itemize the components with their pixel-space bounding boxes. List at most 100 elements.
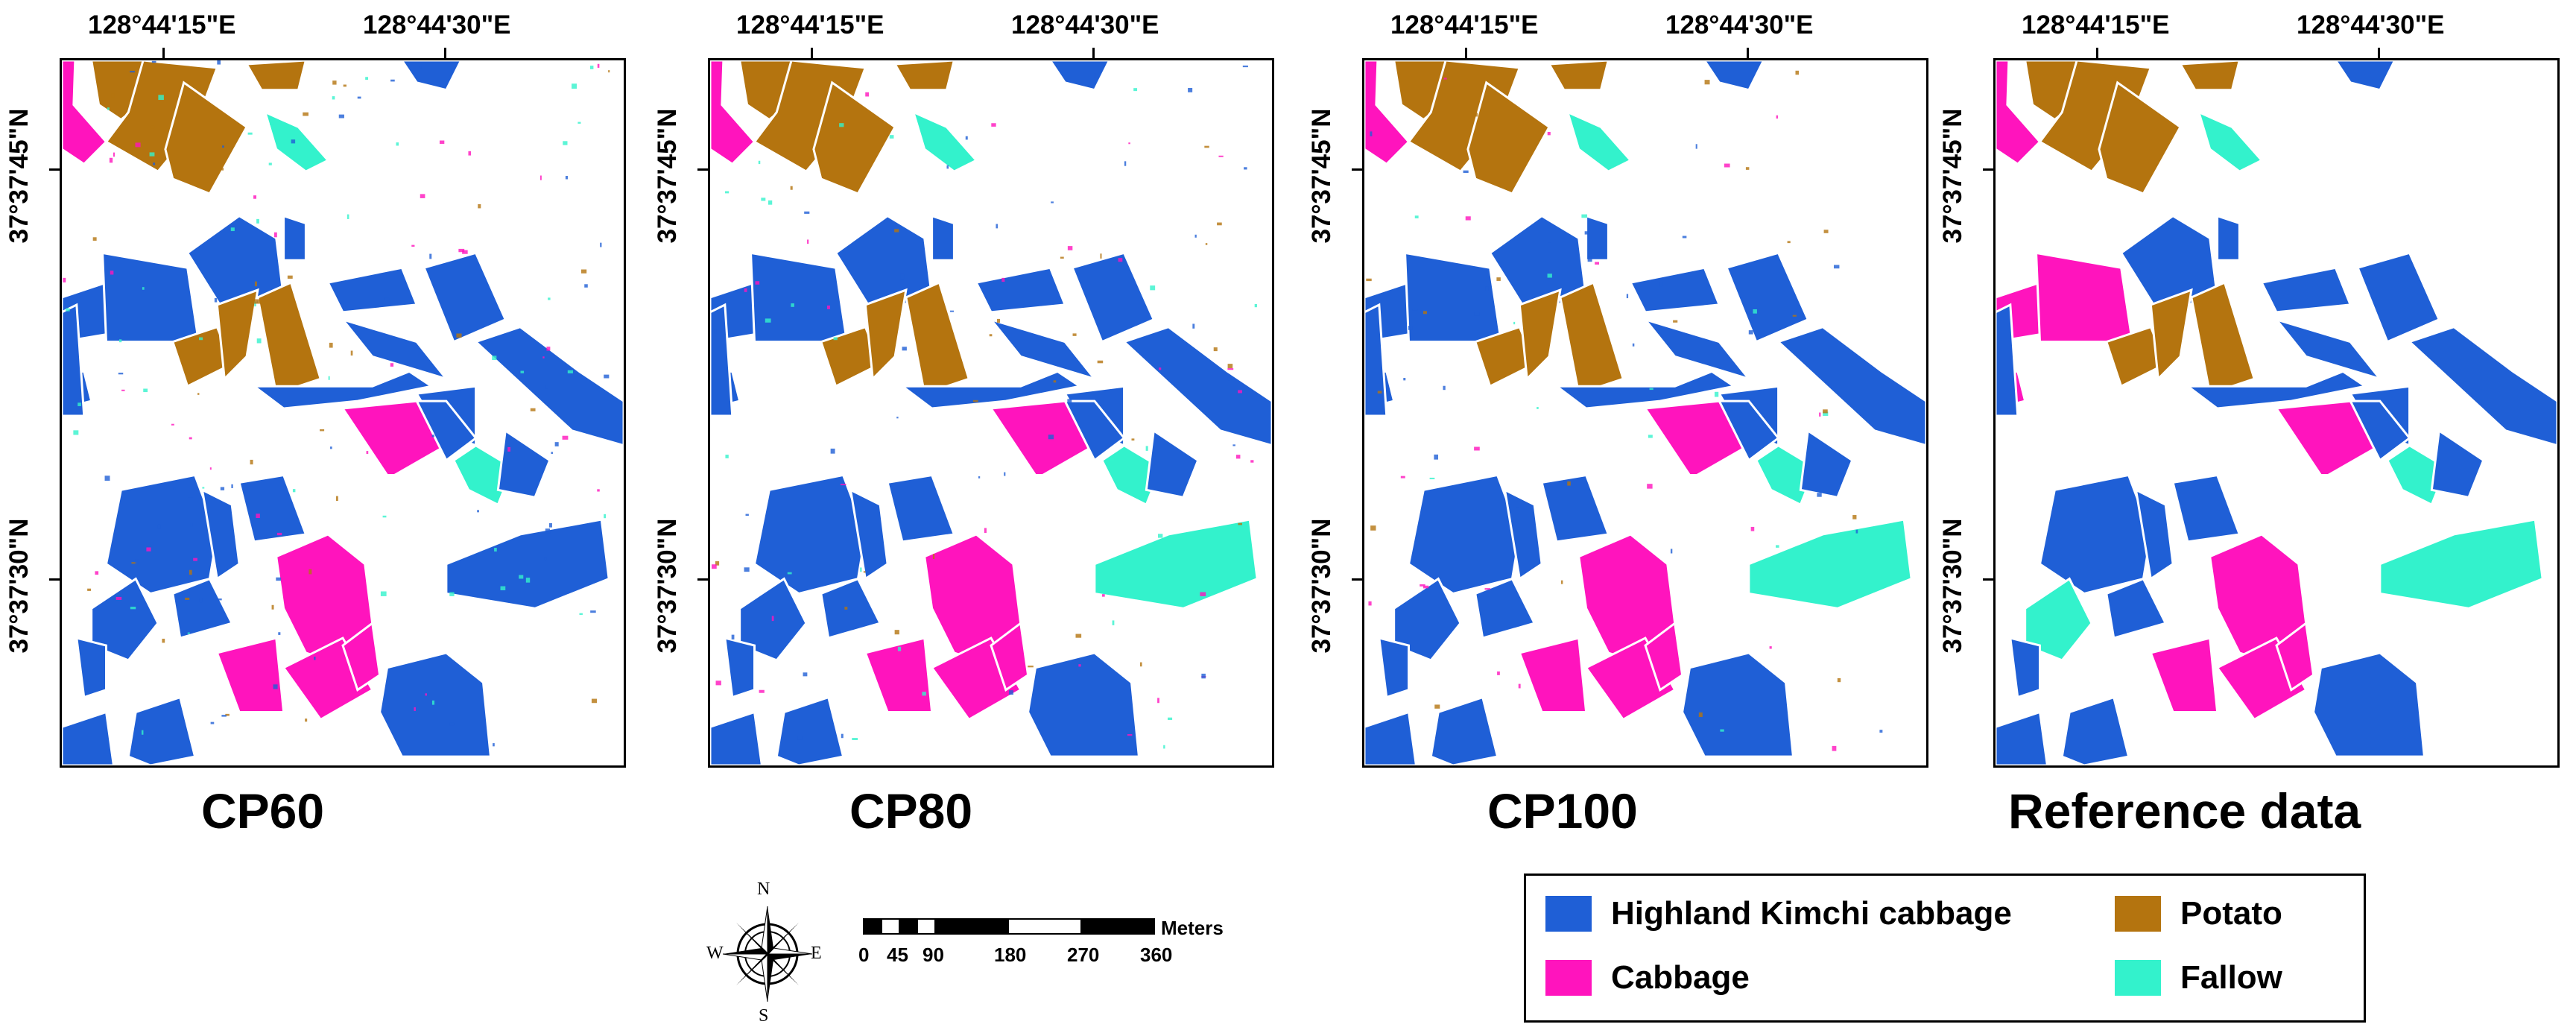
classification-speckle [597, 489, 600, 492]
classification-speckle [758, 160, 761, 165]
panel-title-cp100: CP100 [1487, 783, 1638, 838]
classification-speckle [1168, 717, 1173, 720]
field-parcel [974, 266, 1067, 314]
field-parcel [2149, 288, 2193, 382]
lon-tick [1465, 48, 1467, 58]
classification-speckle [396, 142, 399, 146]
scale-seg [917, 918, 936, 935]
classification-speckle [551, 452, 553, 455]
classification-speckle [276, 577, 281, 581]
classification-speckle [1496, 277, 1501, 281]
field-parcel [400, 60, 463, 92]
classification-speckle [1823, 411, 1829, 416]
classification-speckle [1067, 399, 1072, 402]
lat-label-1: 37°37'45"N [1938, 108, 1967, 244]
classification-speckle [328, 376, 330, 380]
classification-speckle [548, 522, 552, 528]
classification-speckle [1823, 409, 1828, 414]
classification-speckle [187, 632, 190, 634]
classification-speckle [902, 347, 907, 351]
classification-speckle [185, 597, 190, 600]
classification-speckle [338, 114, 344, 119]
classification-speckle [411, 244, 415, 247]
classification-speckle [1837, 677, 1841, 683]
field-parcel [2273, 317, 2384, 382]
field-parcel [820, 577, 882, 639]
classification-speckle [107, 107, 110, 110]
classification-speckle [1484, 588, 1491, 590]
compass-rose-icon: N S W E [700, 879, 827, 1029]
field-parcel [2216, 214, 2241, 262]
lon-tick [811, 48, 813, 58]
classification-speckle [833, 337, 838, 341]
classification-speckle [984, 528, 987, 533]
classification-speckle [840, 484, 846, 486]
classification-speckle [343, 84, 346, 87]
field-parcel [244, 60, 307, 92]
classification-speckle [577, 121, 581, 124]
classification-speckle [1465, 216, 1471, 221]
legend-item-potato: Potato [2115, 895, 2282, 932]
lat-label-2: 37°37'30"N [4, 518, 34, 654]
classification-speckle [761, 198, 766, 201]
classification-speckle [563, 141, 568, 145]
classification-speckle [493, 743, 495, 747]
classification-speckle [790, 186, 793, 190]
lon-label-1: 128°44'15"E [88, 10, 236, 40]
classification-speckle [431, 700, 435, 705]
lat-label-1: 37°37'45"N [653, 108, 682, 244]
classification-speckle [190, 522, 193, 527]
field-parcel [282, 214, 307, 262]
field-parcel [496, 429, 551, 499]
classification-speckle [897, 646, 902, 651]
classification-speckle [765, 318, 771, 323]
classification-speckle [1537, 407, 1539, 409]
panel-title-cp60: CP60 [201, 783, 325, 838]
classification-speckle [889, 135, 894, 139]
classification-speckle [1201, 673, 1206, 679]
classification-speckle [193, 557, 197, 561]
classification-speckle [1238, 522, 1243, 525]
classification-speckle [332, 96, 335, 100]
field-parcel [341, 399, 449, 476]
classification-speckle [545, 528, 551, 534]
classification-speckle [1704, 80, 1710, 85]
classification-speckle [217, 60, 221, 65]
classification-speckle [1714, 391, 1719, 397]
classification-speckle [1128, 142, 1130, 145]
classification-speckle [1414, 215, 1419, 218]
classification-speckle [1776, 115, 1779, 119]
classification-speckle [1587, 256, 1592, 262]
classification-speckle [380, 591, 387, 596]
classification-speckle [276, 532, 282, 536]
classification-speckle [104, 476, 110, 481]
classification-speckle [1067, 246, 1073, 250]
legend-item-fallow: Fallow [2115, 959, 2282, 996]
classification-speckle [113, 152, 115, 157]
classification-speckle [1238, 390, 1242, 394]
scale-label: 270 [1067, 944, 1100, 966]
classification-speckle [278, 632, 281, 635]
classification-speckle [1769, 646, 1772, 649]
classification-speckle [1244, 167, 1247, 170]
field-parcel [1364, 710, 1417, 765]
classification-speckle [894, 229, 899, 233]
classification-speckle [189, 569, 192, 575]
field-parcel [2149, 636, 2219, 713]
field-parcel [2038, 473, 2152, 596]
classification-speckle [989, 334, 993, 337]
classification-speckle [73, 430, 79, 435]
field-parcel [1644, 621, 1684, 692]
classification-speckle [217, 598, 222, 601]
classification-speckle [863, 571, 866, 573]
classification-speckle [468, 151, 472, 156]
map-cp80 [708, 58, 1274, 768]
classification-speckle [950, 310, 955, 312]
field-parcel [893, 60, 955, 92]
classification-speckle [468, 423, 472, 428]
classification-speckle [390, 363, 394, 367]
classification-speckle [591, 698, 598, 704]
field-parcel [2098, 80, 2182, 195]
classification-speckle [759, 689, 765, 693]
classification-speckle [745, 514, 749, 516]
